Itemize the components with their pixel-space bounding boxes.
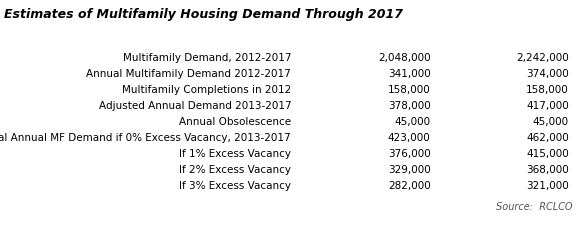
Text: 2,242,000: 2,242,000 [516,53,569,63]
Text: 376,000: 376,000 [388,149,430,159]
Text: 368,000: 368,000 [526,165,569,175]
Text: If 2% Excess Vacancy: If 2% Excess Vacancy [179,165,291,175]
Text: Multifamily Demand, 2012-2017: Multifamily Demand, 2012-2017 [123,53,291,63]
Text: Annual Multifamily Demand 2012-2017: Annual Multifamily Demand 2012-2017 [87,69,291,79]
Text: 158,000: 158,000 [388,85,430,95]
Text: 341,000: 341,000 [388,69,430,79]
Text: 321,000: 321,000 [526,181,569,191]
Text: Multifamily Completions in 2012: Multifamily Completions in 2012 [122,85,291,95]
Text: Adjusted Annual Demand 2013-2017: Adjusted Annual Demand 2013-2017 [99,101,291,111]
Text: Annual Obsolescence: Annual Obsolescence [179,117,291,127]
Text: Cyclical Scenario: Cyclical Scenario [318,34,418,44]
Text: 415,000: 415,000 [526,149,569,159]
Text: Source:  RCLCO: Source: RCLCO [496,202,573,212]
Text: 45,000: 45,000 [395,117,430,127]
Text: 282,000: 282,000 [388,181,430,191]
Text: 329,000: 329,000 [388,165,430,175]
Text: If 3% Excess Vacancy: If 3% Excess Vacancy [179,181,291,191]
Text: Total Annual MF Demand if 0% Excess Vacancy, 2013-2017: Total Annual MF Demand if 0% Excess Vaca… [0,133,291,143]
Text: If 1% Excess Vacancy: If 1% Excess Vacancy [179,149,291,159]
Text: 423,000: 423,000 [388,133,430,143]
Text: 45,000: 45,000 [533,117,569,127]
Text: 158,000: 158,000 [526,85,569,95]
Text: 2,048,000: 2,048,000 [378,53,430,63]
Text: Secular Scenario: Secular Scenario [458,34,557,44]
Text: 378,000: 378,000 [388,101,430,111]
Text: 417,000: 417,000 [526,101,569,111]
Text: 462,000: 462,000 [526,133,569,143]
Text: 374,000: 374,000 [526,69,569,79]
Text: Estimates of Multifamily Housing Demand Through 2017: Estimates of Multifamily Housing Demand … [4,8,403,21]
